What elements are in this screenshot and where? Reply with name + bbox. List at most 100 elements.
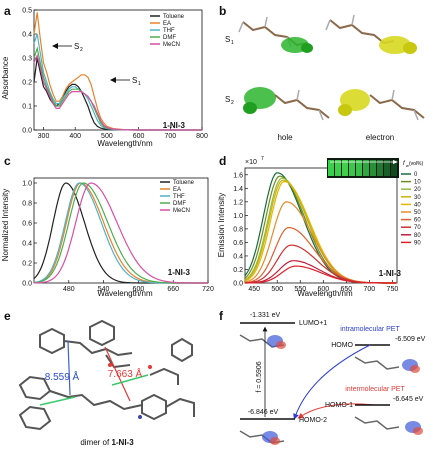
d-xtick-label-4: 650 bbox=[340, 286, 352, 293]
a-legend-label-4: MeCN bbox=[163, 42, 180, 48]
d-xtick-label-1: 500 bbox=[271, 286, 283, 293]
panel-a: a 300 400 500 600 700 800 0.0 0.1 0.2 0.3 0.4 0.5 W… bbox=[0, 0, 210, 150]
d-ytick-label-5: 1.0 bbox=[233, 213, 243, 220]
a-series-dmf bbox=[33, 46, 202, 131]
f-e-homo2: -6.846 eV bbox=[248, 409, 279, 416]
d-ytick-label-3: 0.6 bbox=[233, 240, 243, 247]
c-xtick-label-1: 540 bbox=[98, 286, 110, 293]
a-xtick-label-2: 500 bbox=[101, 133, 113, 140]
d-legend-label-6: 60 bbox=[414, 218, 421, 224]
c-ytick-label-3: 0.6 bbox=[22, 221, 32, 228]
f-intra: intramolecular PET bbox=[340, 326, 400, 333]
b-s1: S bbox=[225, 35, 230, 44]
d-legend-title-rest: (vol%) bbox=[409, 161, 424, 167]
c-xtick-label-3: 660 bbox=[167, 286, 179, 293]
c-ytick-label-5: 1.0 bbox=[22, 181, 32, 188]
homo2-molecule bbox=[239, 430, 285, 445]
f-e-homo1: -6.645 eV bbox=[393, 396, 424, 403]
f-homo1: HOMO-1 bbox=[325, 402, 353, 409]
homo1-molecule bbox=[354, 416, 423, 435]
d-ytick-label-8: 1.6 bbox=[233, 172, 243, 179]
f-e-homo: -6.509 eV bbox=[395, 336, 426, 343]
c-legend-label-2: THF bbox=[173, 194, 185, 200]
a-xtick-label-3: 600 bbox=[133, 133, 145, 140]
panel-d: d 450 500 550 600 650 700 750 0.0 0.2 0.4 0.6 0.8 1.… bbox=[215, 150, 433, 300]
d-plot-frame bbox=[244, 167, 398, 284]
intra-pet-arrow bbox=[293, 344, 371, 420]
c-ytick-label-2: 0.4 bbox=[22, 241, 32, 248]
panel-label-e: e bbox=[4, 309, 11, 323]
d-legend-label-1: 10 bbox=[414, 180, 421, 186]
a-ytick-label-0: 0.0 bbox=[22, 128, 32, 135]
molecule-s2-hole bbox=[243, 87, 330, 121]
d-ytick-label-1: 0.2 bbox=[233, 267, 243, 274]
c-ytick-label-0: 0.0 bbox=[22, 281, 32, 288]
chart-c: 480 540 600 660 720 0.0 0.2 0.4 0.6 0.8 1.0 Wavele… bbox=[1, 177, 214, 298]
c-ytick-label-1: 0.2 bbox=[22, 261, 32, 268]
distance-line-2 bbox=[104, 346, 131, 402]
a-series-thf bbox=[33, 33, 202, 131]
panel-b: b S 1 S 2 bbox=[215, 0, 433, 150]
d-xtick-label-6: 750 bbox=[387, 286, 399, 293]
a-series-toluene bbox=[33, 57, 202, 131]
f-homo: HOMO bbox=[331, 342, 353, 349]
d-multiplier-exp: 7 bbox=[261, 156, 264, 162]
a-ytick-label-3: 0.3 bbox=[22, 56, 32, 63]
d-legend-label-9: 90 bbox=[414, 240, 421, 246]
molecule-s1-electron bbox=[325, 14, 417, 54]
d-legend-label-4: 40 bbox=[414, 202, 421, 208]
e-dist2: 7.663 Å bbox=[108, 367, 143, 380]
d-legend-label-8: 80 bbox=[414, 233, 421, 239]
a-xtick-label-4: 700 bbox=[164, 133, 176, 140]
a-xtick-label-1: 400 bbox=[69, 133, 81, 140]
a-s2-sub: 2 bbox=[80, 47, 83, 53]
c-ylabel: Normalized Intensity bbox=[1, 189, 10, 261]
f-e-lumo1: -1.331 eV bbox=[250, 312, 281, 319]
d-xlabel: Wavelength/nm bbox=[297, 289, 353, 298]
f-homo2: HOMO-2 bbox=[299, 417, 327, 424]
f-osc: f = 0.5906 bbox=[256, 361, 263, 392]
a-arrowhead-s2 bbox=[52, 43, 58, 49]
orbital-figure-b: S 1 S 2 hole bbox=[225, 14, 425, 142]
d-series-20 bbox=[244, 177, 397, 284]
a-compound: 1-NI-3 bbox=[163, 121, 186, 130]
e-caption: dimer of 1-NI-3 bbox=[80, 438, 134, 447]
a-series-ea bbox=[33, 12, 202, 131]
d-legend-label-2: 20 bbox=[414, 187, 421, 193]
c-legend-label-4: MeCN bbox=[173, 208, 190, 214]
c-xtick-label-0: 480 bbox=[63, 286, 75, 293]
homo-molecule bbox=[354, 356, 420, 373]
d-compound: 1-NI-3 bbox=[379, 269, 402, 278]
panel-f: f -1.331 eV LUMO+1 HOMO -6.509 eV intram… bbox=[215, 305, 433, 454]
a-xlabel: Wavelength/nm bbox=[97, 139, 153, 148]
e-caption-pre: dimer of bbox=[80, 438, 111, 447]
c-xlabel: Wavelength/nm bbox=[97, 289, 153, 298]
chart-a: 300 400 500 600 700 800 0.0 0.1 0.2 0.3 0.4 0.5 Wav… bbox=[1, 8, 208, 149]
d-ytick-label-4: 0.8 bbox=[233, 226, 243, 233]
c-ytick-label-4: 0.8 bbox=[22, 201, 32, 208]
contact-line-2 bbox=[111, 374, 149, 386]
d-legend-title-f: f bbox=[403, 161, 406, 167]
panel-c: c 480 540 600 660 720 0.0 0.2 0.4 0.6 0.8 1.0 Wave… bbox=[0, 150, 215, 300]
d-legend-label-3: 30 bbox=[414, 195, 421, 201]
molecule-s1-hole bbox=[238, 16, 313, 53]
a-ylabel: Absorbance bbox=[1, 56, 10, 99]
dimer-molecule bbox=[18, 319, 195, 431]
d-ytick-label-7: 1.4 bbox=[233, 186, 243, 193]
d-xtick-label-5: 700 bbox=[364, 286, 376, 293]
c-series-mecn bbox=[34, 182, 208, 284]
c-legend-label-3: DMF bbox=[173, 201, 186, 207]
c-legend-label-0: Toluene bbox=[173, 180, 195, 186]
a-s1-sub: 1 bbox=[138, 81, 141, 87]
panel-label-d: d bbox=[219, 154, 227, 168]
d-legend-title-w: w bbox=[406, 163, 410, 168]
c-xtick-label-2: 600 bbox=[133, 286, 145, 293]
chart-d: 450 500 550 600 650 700 7500.00.20.40.60.81.01… bbox=[217, 156, 424, 298]
atom-n-1 bbox=[138, 415, 142, 419]
b-electron-label: electron bbox=[366, 133, 394, 142]
b-hole-label: hole bbox=[277, 133, 293, 142]
a-legend-label-3: DMF bbox=[163, 35, 176, 41]
a-s1: S bbox=[132, 76, 137, 85]
d-xtick-label-3: 600 bbox=[317, 286, 329, 293]
d-ytick-label-0: 0.0 bbox=[233, 281, 243, 288]
